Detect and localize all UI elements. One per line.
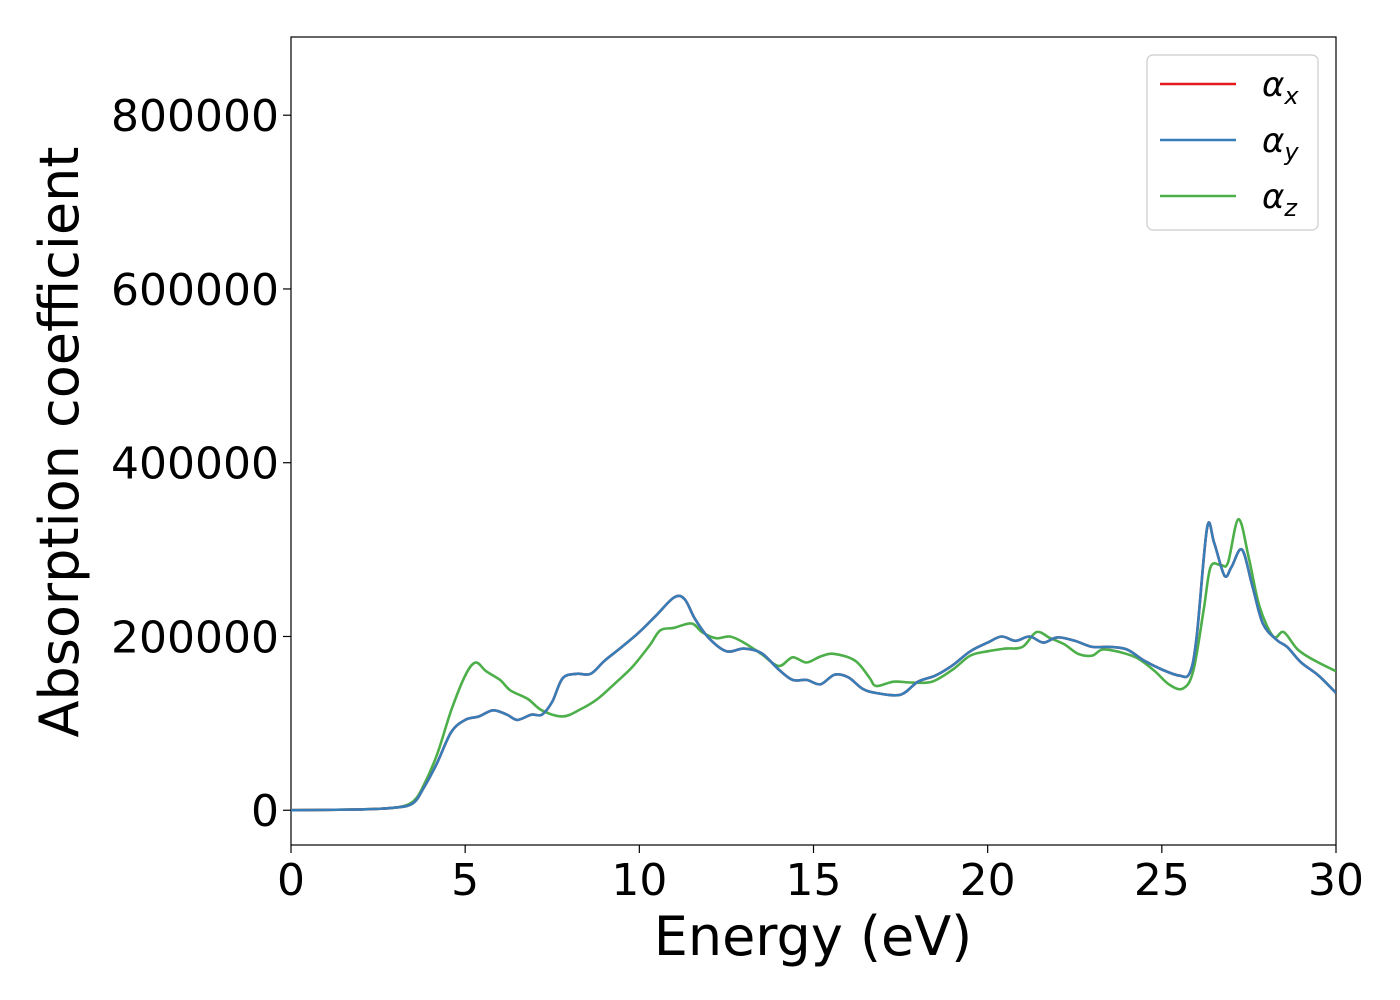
series-layer <box>291 517 1336 812</box>
legend-label: αy <box>1262 121 1299 166</box>
x-axis-ticks: 0 5 10 15 20 25 30 <box>277 845 1364 906</box>
legend-label: αx <box>1262 65 1299 110</box>
y-axis-ticks: 0 200000 400000 600000 800000 <box>111 91 291 837</box>
y-tick-label: 800000 <box>111 91 279 142</box>
series-line-alpha-x <box>291 521 1336 812</box>
legend-symbol: α <box>1262 121 1284 161</box>
y-tick-label: 200000 <box>111 612 279 663</box>
x-tick-label: 10 <box>611 855 667 906</box>
series-line-alpha-z <box>291 517 1336 812</box>
x-tick-label: 30 <box>1308 855 1364 906</box>
legend-subscript: z <box>1283 194 1298 222</box>
series-line-alpha-y <box>291 521 1336 812</box>
y-tick-label: 400000 <box>111 439 279 490</box>
legend-label: αz <box>1262 177 1298 222</box>
x-axis-title: Energy (eV) <box>654 905 973 968</box>
y-axis-title: Absorption coefficient <box>28 147 91 738</box>
legend-symbol: α <box>1262 65 1284 105</box>
legend-box <box>1146 54 1319 231</box>
x-tick-label: 15 <box>786 855 842 906</box>
x-tick-label: 5 <box>451 855 479 906</box>
x-tick-label: 0 <box>277 855 305 906</box>
y-tick-label: 600000 <box>111 265 279 316</box>
legend-subscript: y <box>1283 138 1299 166</box>
x-tick-label: 25 <box>1134 855 1190 906</box>
x-tick-label: 20 <box>960 855 1016 906</box>
legend-subscript: x <box>1283 82 1299 110</box>
legend-symbol: α <box>1262 177 1284 217</box>
y-tick-label: 0 <box>251 786 279 837</box>
